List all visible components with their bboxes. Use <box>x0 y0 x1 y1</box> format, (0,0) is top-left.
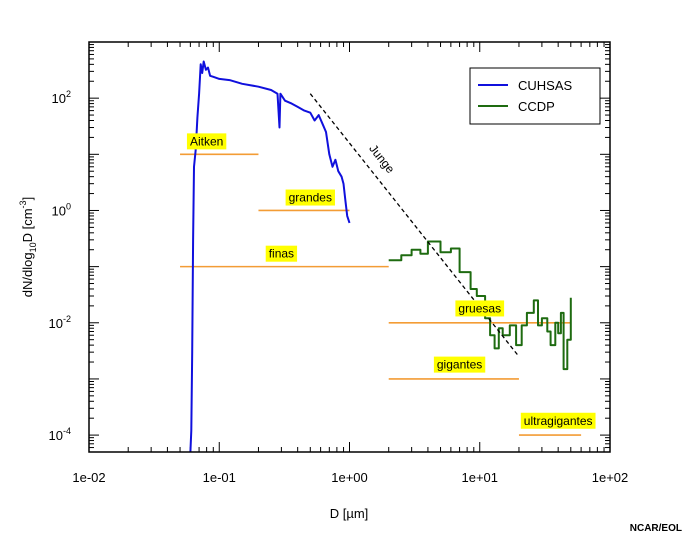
y-tick-label: 10-2 <box>49 314 71 331</box>
junge-layer: Junge <box>309 93 520 357</box>
y-axis-title: dN/dlog10D [cm-3] <box>18 197 38 297</box>
mode-label-text: grandes <box>289 191 332 205</box>
mode-label-text: Aitken <box>190 134 223 148</box>
mode-label-gruesas: gruesas <box>455 300 505 317</box>
x-tick-label: 1e+00 <box>331 470 368 485</box>
legend-label-cuhsas: CUHSAS <box>518 78 573 93</box>
mode-label-highlight <box>433 356 486 373</box>
mode-label-highlight <box>186 133 227 150</box>
mode-label-Aitken: Aitken <box>186 133 227 150</box>
mode-label-highlight <box>520 412 596 429</box>
x-tick-label: 1e+02 <box>592 470 629 485</box>
y-tick-labels: 102 100 10-2 10-4 <box>49 89 71 443</box>
y-tick-label: 102 <box>52 89 71 106</box>
x-tick-label: 1e+01 <box>461 470 498 485</box>
mode-label-text: gruesas <box>458 301 501 315</box>
plot-frame <box>88 41 611 453</box>
series-line-cuhsas <box>189 60 351 453</box>
series-line-ccdp <box>388 240 572 371</box>
axis-ticks <box>88 41 610 453</box>
y-tick-label: 100 <box>52 201 71 218</box>
mode-label-highlight <box>265 245 298 262</box>
mode-label-text: ultragigantes <box>524 414 593 428</box>
credit-text: NCAR/EOL <box>629 523 682 534</box>
mode-label-text: finas <box>269 247 294 261</box>
x-tick-labels: 1e-02 1e-01 1e+00 1e+01 1e+02 <box>72 470 628 485</box>
mode-label-finas: finas <box>265 245 298 262</box>
mode-label-highlight <box>285 189 335 206</box>
series-layer <box>189 60 572 453</box>
y-tick-label: 10-4 <box>49 426 71 443</box>
mode-label-gigantes: gigantes <box>433 356 486 373</box>
mode-label-highlight <box>455 300 505 317</box>
mode-lines <box>180 153 582 436</box>
mode-labels: Aitken grandes finas gruesas gigantes ultragi… <box>186 133 596 429</box>
mode-label-grandes: grandes <box>285 189 335 206</box>
x-tick-label: 1e-02 <box>72 470 105 485</box>
legend-box <box>469 67 601 125</box>
mode-label-text: gigantes <box>437 358 482 372</box>
mode-label-ultragigantes: ultragigantes <box>520 412 596 429</box>
x-axis-title: D [µm] <box>330 506 369 521</box>
legend: CUHSAS CCDP <box>469 67 601 125</box>
junge-line <box>309 93 520 357</box>
x-tick-label: 1e-01 <box>203 470 236 485</box>
legend-label-ccdp: CCDP <box>518 99 555 114</box>
